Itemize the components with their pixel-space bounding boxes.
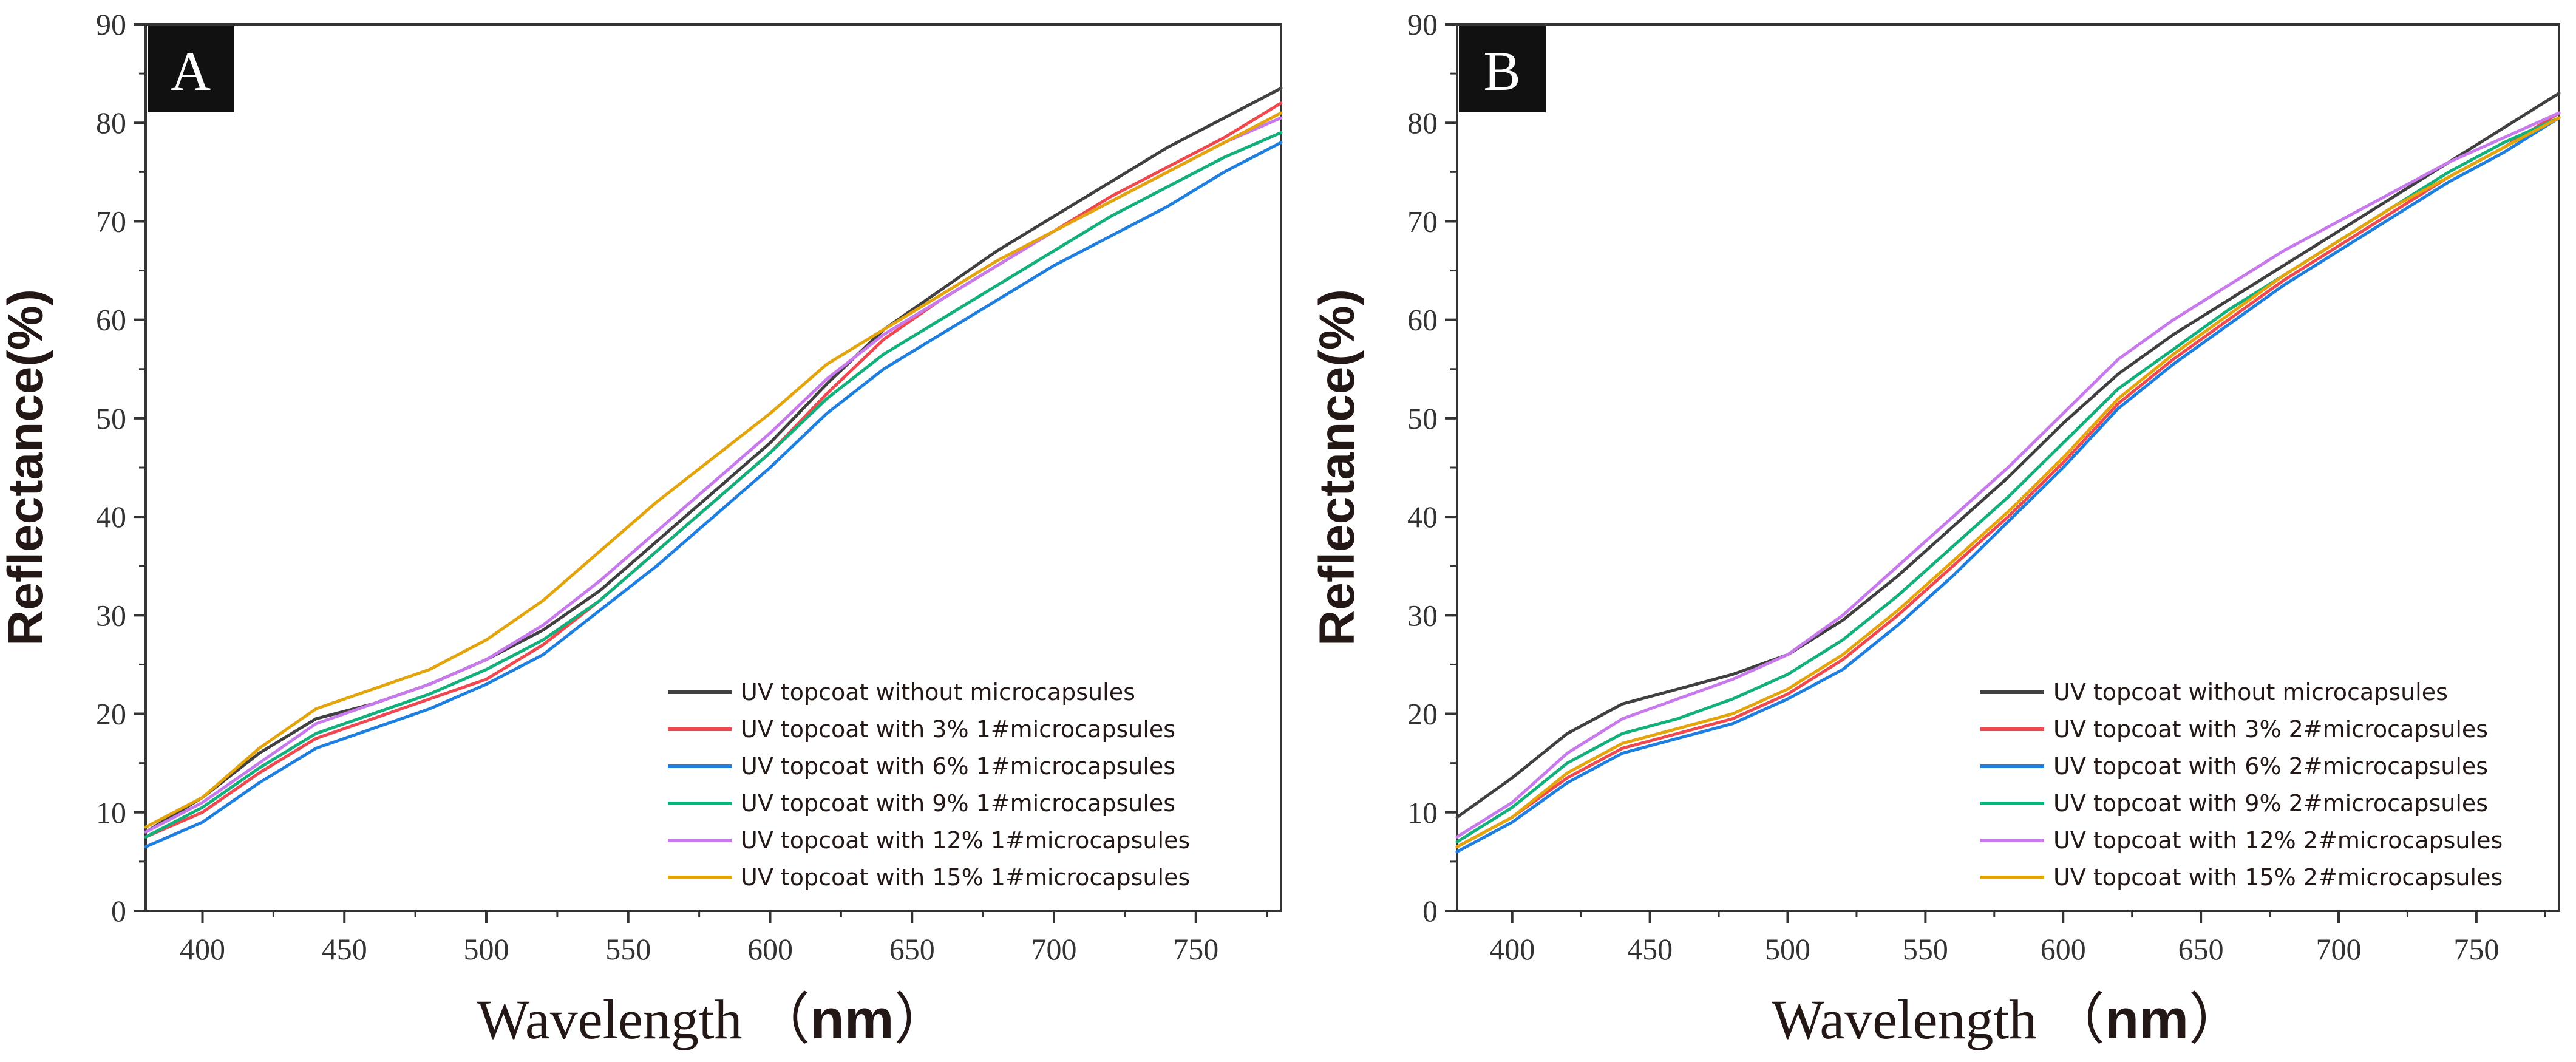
x-tick-label: 700 [2316,932,2362,966]
series-line-4 [144,131,1283,839]
x-axis-title-text: Wavelength [477,989,742,1050]
legend-label-2: UV topcoat with 3% 2#microcapsules [2053,716,2488,743]
y-tick-label: 90 [1407,7,1438,41]
x-tick-label: 750 [1173,932,1218,966]
series-line-1 [1455,92,2561,819]
y-tick-label: 60 [96,303,126,337]
series-line-5 [1455,111,2561,839]
y-tick-label: 80 [1407,106,1438,140]
series-line-3 [144,141,1283,849]
legend-label-5: UV topcoat with 12% 1#microcapsules [741,827,1190,854]
y-tick-label: 80 [96,106,126,140]
y-tick-label: 60 [1407,303,1438,337]
y-axis-title: Reflectance(%) [0,289,53,646]
panel-label-text: B [1483,40,1520,102]
panel-label: A [148,26,234,112]
legend-label-1: UV topcoat without microcapsules [2053,679,2448,706]
legend: UV topcoat without microcapsules UV topco… [668,679,1190,891]
y-tick-label: 0 [111,894,126,928]
x-tick-label: 650 [2178,932,2224,966]
legend: UV topcoat without microcapsules UV topco… [1980,679,2503,891]
x-tick-label: 400 [180,932,225,966]
y-tick-label: 10 [1407,795,1438,829]
x-tick-label: 450 [1627,932,1673,966]
y-tick-label: 0 [1422,894,1438,928]
x-axis-title-paren-close: ） [2189,989,2245,1050]
x-tick-label: 600 [2041,932,2086,966]
series-line-2 [1455,111,2561,849]
y-tick-label: 30 [1407,598,1438,632]
x-axis-title-paren-open: （ [2049,989,2105,1050]
x-tick-label: 500 [464,932,509,966]
x-axis-title-unit: nm [811,989,894,1050]
series-line-3 [1455,116,2561,854]
legend-label-4: UV topcoat with 9% 2#microcapsules [2053,790,2488,817]
panel-label-box [148,26,234,112]
x-tick-label: 650 [889,932,935,966]
legend-label-3: UV topcoat with 6% 2#microcapsules [2053,753,2488,780]
panel-label-text: A [171,40,211,102]
y-tick-label: 50 [96,401,126,435]
series-line-1 [144,86,1283,834]
x-axis-title: Wavelength （nm） [1772,989,2245,1050]
series-lines [144,86,1283,849]
legend-label-5: UV topcoat with 12% 2#microcapsules [2053,827,2503,854]
series-lines [1455,92,2561,854]
y-axis-title: Reflectance(%) [1310,289,1365,646]
x-tick-label: 500 [1765,932,1810,966]
legend-label-1: UV topcoat without microcapsules [741,679,1135,706]
series-line-6 [144,111,1283,829]
chart-panel-a: 0 10 20 30 40 50 60 70 80 90 400 450 500 550 600 650 700… [0,7,1283,1050]
y-tick-label: 30 [96,598,126,632]
panel-label: B [1459,26,1546,112]
x-tick-label: 700 [1031,932,1077,966]
x-axis-title-text: Wavelength [1772,989,2037,1050]
y-tick-label: 50 [1407,401,1438,435]
y-tick-label: 10 [96,795,126,829]
legend-label-6: UV topcoat with 15% 1#microcapsules [741,864,1190,891]
legend-label-3: UV topcoat with 6% 1#microcapsules [741,753,1175,780]
x-axis-title-unit: nm [2105,989,2189,1050]
series-line-6 [1455,116,2561,849]
y-tick-label: 20 [96,697,126,731]
legend-label-4: UV topcoat with 9% 1#microcapsules [741,790,1175,817]
y-tick-label: 40 [96,500,126,534]
x-tick-label: 450 [322,932,367,966]
x-tick-label: 400 [1489,932,1535,966]
panel-label-box [1459,26,1546,112]
y-tick-label: 40 [1407,500,1438,534]
legend-label-6: UV topcoat with 15% 2#microcapsules [2053,864,2503,891]
y-tick-label: 70 [96,204,126,238]
y-tick-label: 70 [1407,204,1438,238]
x-tick-label: 550 [1903,932,1948,966]
x-axis-title-paren-open: （ [755,989,811,1050]
y-tick-label: 90 [96,7,126,41]
chart-panel-b: 0 10 20 30 40 50 60 70 80 90 400 450 500 550 600 650 700… [1310,7,2561,1050]
x-tick-label: 600 [747,932,793,966]
x-tick-label: 750 [2453,932,2499,966]
x-tick-label: 550 [605,932,651,966]
y-tick-label: 20 [1407,697,1438,731]
x-axis-title-paren-close: ） [894,989,950,1050]
legend-label-2: UV topcoat with 3% 1#microcapsules [741,716,1175,743]
x-axis-title: Wavelength （nm） [477,989,950,1050]
